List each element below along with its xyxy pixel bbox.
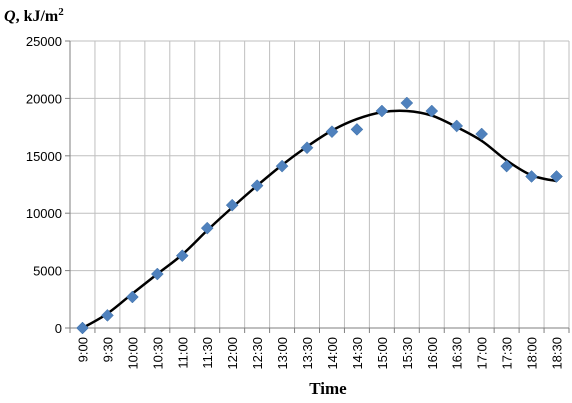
y-tick-labels: 0 5000 10000 15000 20000 25000 [26, 34, 62, 336]
data-point [200, 221, 214, 235]
data-point [150, 267, 164, 281]
y-axis-label-superscript: 2 [58, 6, 64, 18]
x-tick-label: 14:30 [350, 337, 365, 370]
data-point [425, 104, 439, 118]
y-axis-label-unit: , kJ/m [16, 8, 59, 25]
x-tick-label: 11:30 [200, 337, 215, 369]
data-point [350, 123, 364, 136]
data-point [500, 159, 513, 173]
data-points [76, 96, 563, 335]
data-point [375, 104, 389, 118]
data-point [300, 141, 314, 155]
x-tick-label: 16:30 [450, 337, 465, 370]
data-point [475, 127, 489, 141]
x-tick-label: 13:00 [275, 337, 290, 370]
y-tick-label: 10000 [26, 206, 62, 221]
y-axis-label-symbol: Q [4, 8, 16, 25]
x-tick-label: 17:00 [475, 337, 490, 370]
y-tick-label: 15000 [26, 149, 62, 164]
x-tick-label: 15:30 [400, 337, 415, 370]
x-tick-label: 18:30 [550, 337, 565, 370]
x-tick-label: 9:00 [75, 337, 90, 362]
grid [70, 40, 570, 328]
data-point [400, 96, 414, 110]
data-point [76, 321, 89, 335]
x-tick-label: 16:00 [425, 337, 440, 370]
x-tick-labels: 9:00 9:30 10:00 10:30 11:00 11:30 12:00 12:30 13… [75, 337, 564, 370]
x-tick-label: 12:30 [250, 337, 265, 370]
y-tick-label: 0 [55, 321, 62, 336]
y-axis-label: Q, kJ/m2 [4, 6, 64, 25]
y-tick-label: 20000 [26, 91, 62, 106]
y-tick-label: 25000 [26, 34, 62, 49]
data-point [250, 179, 264, 193]
data-point [275, 159, 289, 173]
data-point [525, 170, 538, 183]
data-point [101, 309, 114, 322]
x-tick-label: 12:00 [225, 337, 240, 370]
axes [65, 40, 570, 333]
data-point [225, 198, 239, 212]
x-tick-label: 13:30 [300, 337, 315, 370]
x-tick-label: 11:00 [175, 337, 190, 369]
x-tick-label: 10:00 [125, 337, 140, 370]
x-axis-label: Time [309, 379, 347, 398]
y-tick-label: 5000 [33, 264, 62, 279]
x-tick-label: 10:30 [150, 337, 165, 370]
x-tick-label: 14:00 [325, 337, 340, 370]
data-point [175, 249, 189, 263]
x-tick-label: 9:30 [100, 337, 115, 362]
x-tick-label: 17:30 [500, 337, 515, 370]
data-point [126, 290, 139, 304]
data-point [450, 119, 464, 133]
data-point [550, 170, 563, 183]
x-tick-label: 18:00 [525, 337, 540, 370]
data-point [325, 125, 339, 139]
x-tick-label: 15:00 [375, 337, 390, 370]
